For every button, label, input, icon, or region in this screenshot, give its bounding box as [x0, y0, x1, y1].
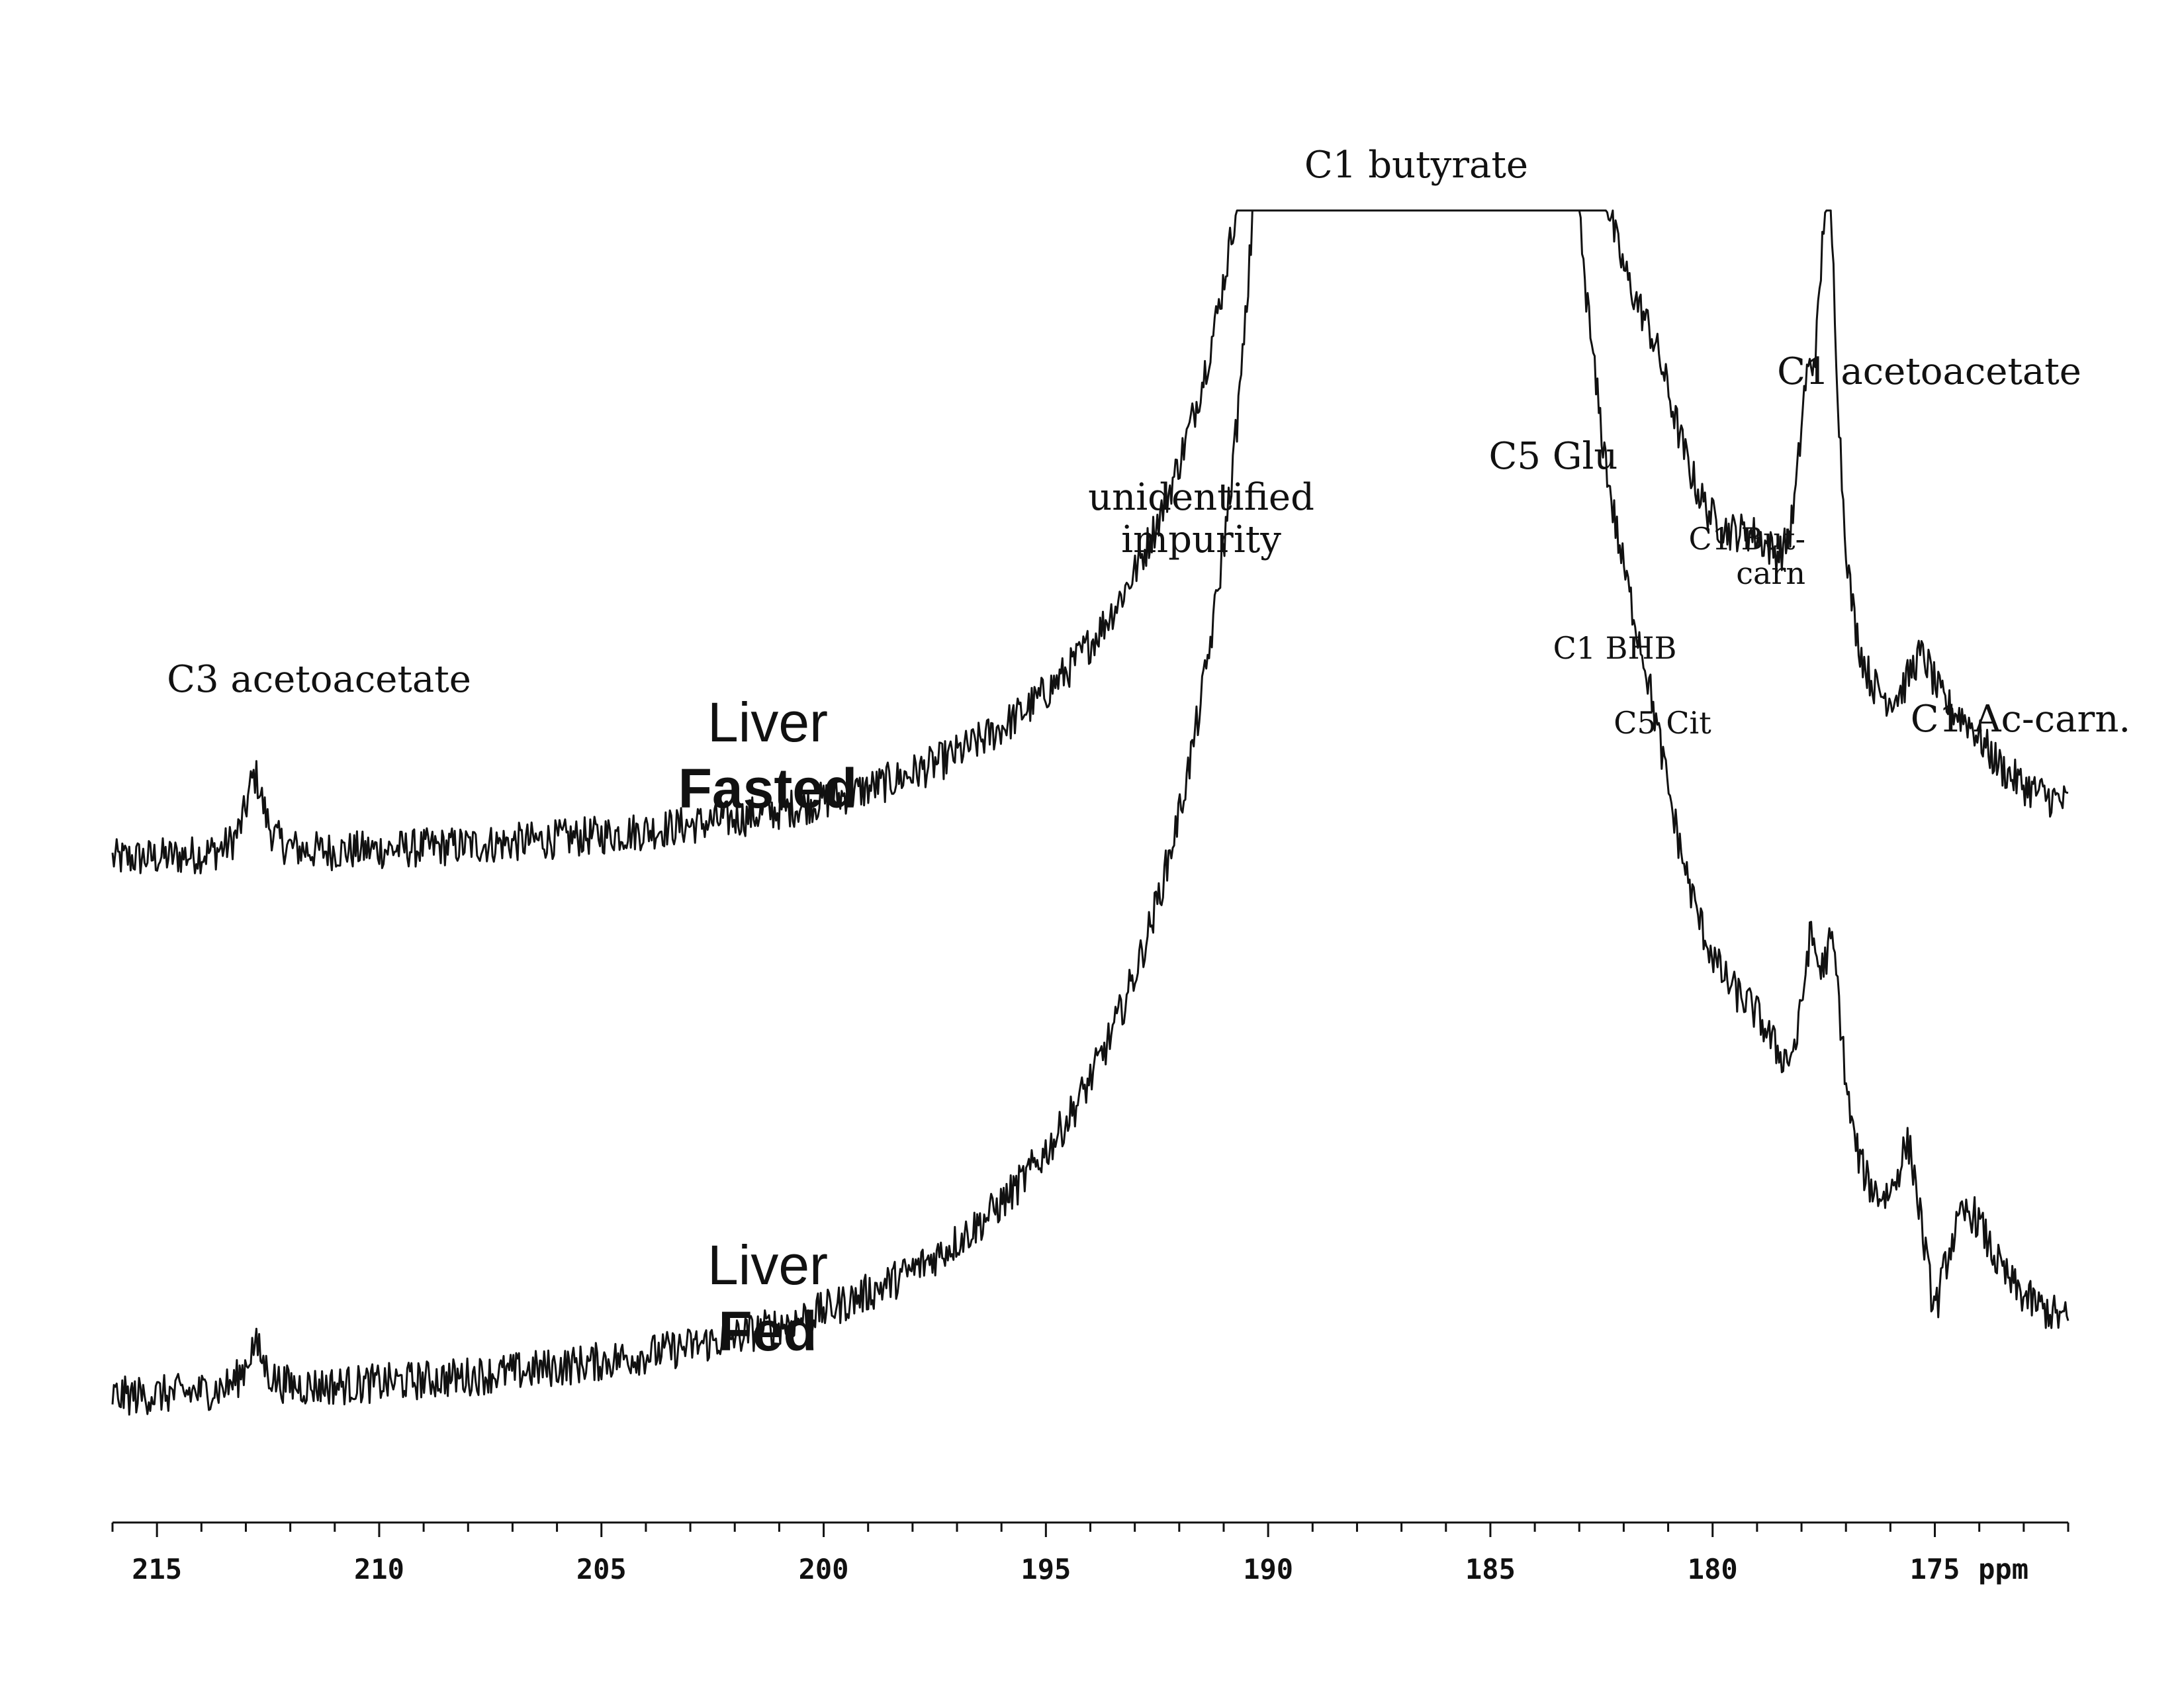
annotation-c1-but-carn-line2: carn [1736, 555, 1805, 591]
series-label-fasted-line2: Fasted [678, 757, 858, 820]
annotation-c1-ac-carn: C1 Ac-carn. [1911, 698, 2130, 741]
x-tick-label-200: 200 [799, 1553, 849, 1585]
series-line-liver-fasted [111, 209, 2069, 874]
x-tick-label-185: 185 [1465, 1553, 1516, 1585]
annotation-c1-but-carn-line1: C1 But- [1688, 521, 1805, 557]
x-axis-tick-labels: 215 210 205 200 195 190 185 180 175 [132, 1553, 1960, 1585]
annotation-c5-glu: C5 Glu [1489, 435, 1618, 478]
series-label-fasted-line1: Liver [707, 691, 828, 753]
annotation-c1-bhb: C1 BHB [1553, 630, 1677, 666]
annotation-c3-acetoacetate: C3 acetoacetate [167, 658, 471, 701]
annotation-c1-butyrate: C1 butyrate [1304, 144, 1528, 187]
series-label-fed-line2: Fed [718, 1300, 817, 1362]
x-tick-label-175: 175 [1910, 1553, 1960, 1585]
x-tick-label-210: 210 [354, 1553, 404, 1585]
x-tick-label-205: 205 [576, 1553, 627, 1585]
series-label-fed-line1: Liver [707, 1234, 828, 1296]
x-tick-label-195: 195 [1021, 1553, 1071, 1585]
series-line-liver-fed [111, 209, 2070, 1416]
x-axis-ticks [111, 1523, 2070, 1537]
x-axis-unit-label: ppm [1978, 1553, 2028, 1585]
x-tick-label-190: 190 [1243, 1553, 1293, 1585]
annotation-c5-cit: C5 Cit [1614, 705, 1711, 741]
annotation-unidentified-impurity-line2: impurity [1121, 518, 1281, 561]
x-tick-label-180: 180 [1688, 1553, 1738, 1585]
annotation-c1-acetoacetate: C1 acetoacetate [1777, 350, 2081, 393]
x-tick-label-215: 215 [132, 1553, 182, 1585]
annotation-unidentified-impurity-line1: unidentified [1088, 476, 1314, 519]
